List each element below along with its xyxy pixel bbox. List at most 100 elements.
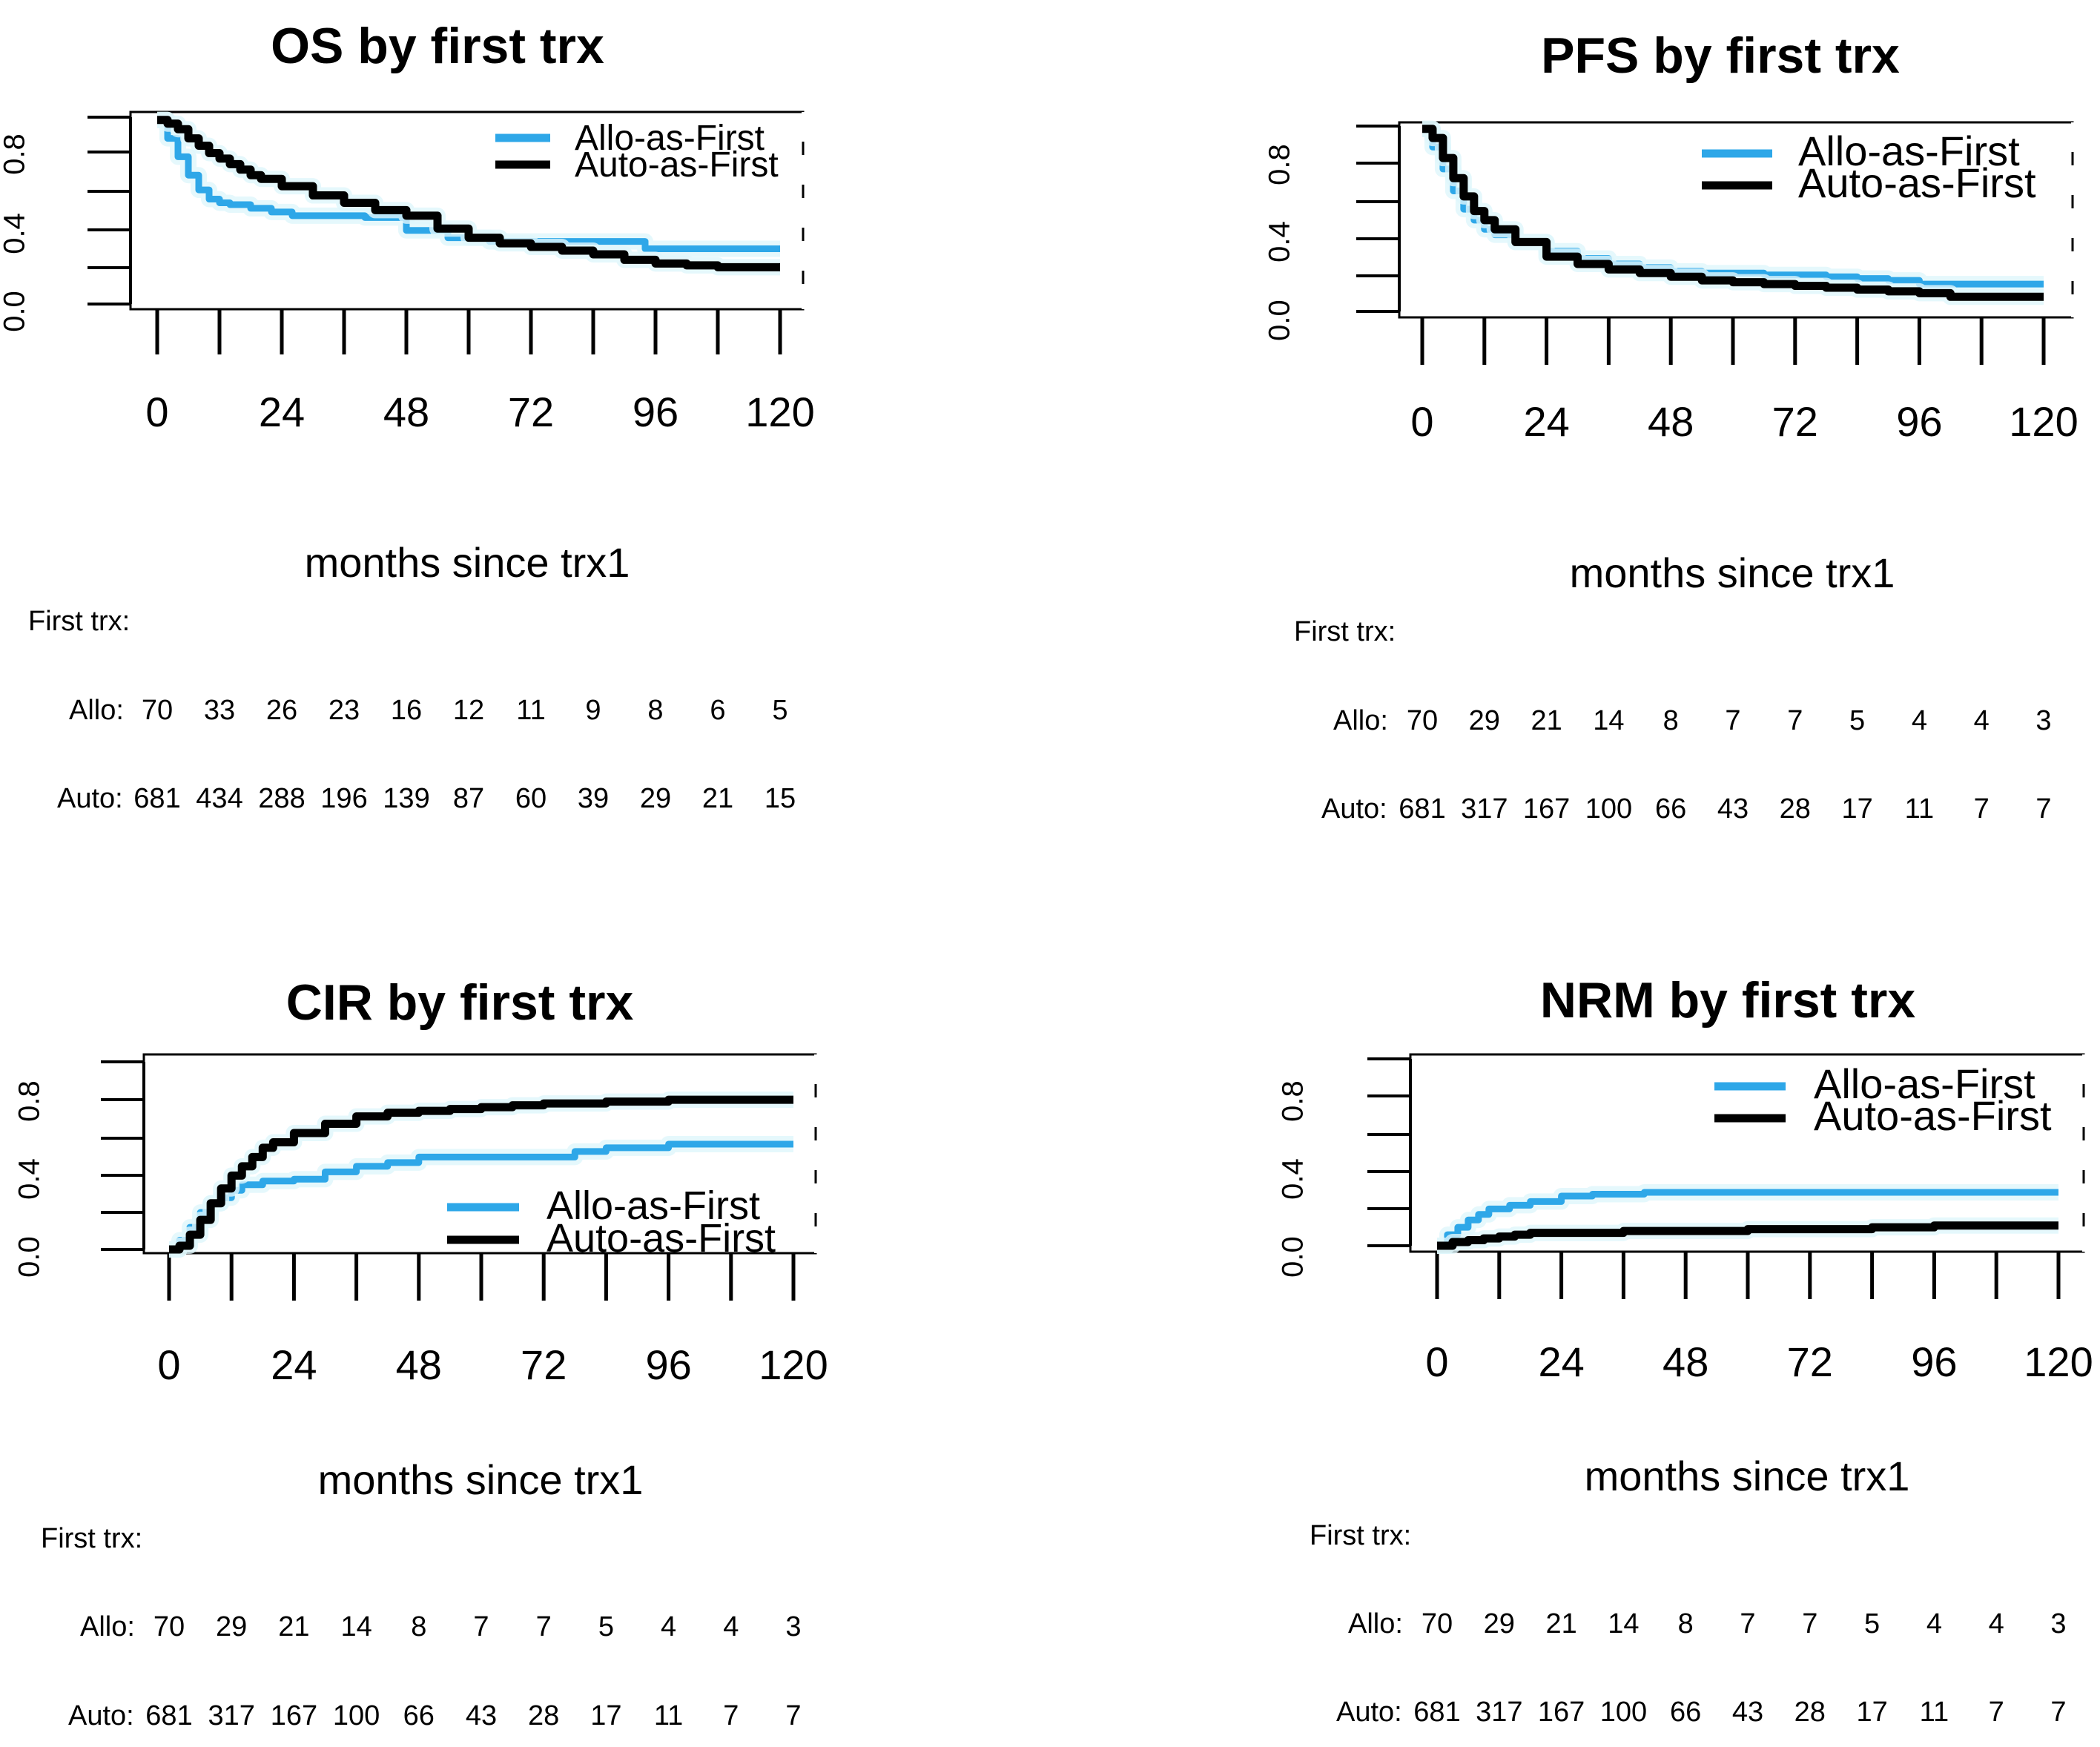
x-tick-label: 96 bbox=[1896, 398, 1942, 445]
risk-count: 434 bbox=[196, 783, 242, 814]
y-tick-label: 0.4 bbox=[0, 213, 31, 254]
risk-count: 4 bbox=[1989, 1608, 2004, 1639]
risk-count: 8 bbox=[411, 1611, 426, 1642]
x-tick-label: 48 bbox=[383, 389, 429, 435]
risk-count: 7 bbox=[1740, 1608, 1755, 1639]
x-tick-label: 24 bbox=[271, 1341, 317, 1388]
risk-count: 17 bbox=[1841, 793, 1872, 825]
risk-count: 4 bbox=[1912, 705, 1927, 736]
y-tick-label: 0.8 bbox=[0, 133, 31, 175]
risk-count: 60 bbox=[515, 783, 547, 814]
risk-count: 5 bbox=[598, 1611, 614, 1642]
risk-count: 7 bbox=[1974, 793, 1990, 825]
risk-count: 8 bbox=[1678, 1608, 1694, 1639]
legend-label: Allo-as-First bbox=[1798, 128, 2020, 174]
risk-row-label: Auto: bbox=[1321, 793, 1387, 825]
risk-count: 4 bbox=[1926, 1608, 1942, 1639]
risk-count: 288 bbox=[258, 783, 305, 814]
risk-count: 7 bbox=[785, 1700, 801, 1731]
risk-count: 196 bbox=[320, 783, 367, 814]
risk-count: 5 bbox=[772, 695, 788, 726]
risk-count: 23 bbox=[328, 695, 360, 726]
risk-count: 21 bbox=[278, 1611, 309, 1642]
chart-title: CIR by first trx bbox=[286, 974, 634, 1031]
y-tick-label: 0.0 bbox=[13, 1236, 46, 1278]
risk-count: 66 bbox=[1670, 1697, 1701, 1728]
risk-count: 7 bbox=[473, 1611, 489, 1642]
risk-count: 66 bbox=[403, 1700, 435, 1731]
series-line-auto bbox=[157, 116, 780, 271]
series-line-auto bbox=[1422, 125, 2044, 301]
risk-count: 11 bbox=[516, 695, 545, 726]
risk-count: 139 bbox=[383, 783, 429, 814]
risk-count: 681 bbox=[1413, 1697, 1460, 1728]
y-tick-label: 0.4 bbox=[13, 1158, 46, 1200]
risk-count: 15 bbox=[765, 783, 796, 814]
x-tick-label: 72 bbox=[1787, 1338, 1833, 1385]
x-tick-label: 96 bbox=[633, 389, 678, 435]
x-tick-label: 24 bbox=[1538, 1338, 1584, 1385]
risk-count: 681 bbox=[1399, 793, 1445, 825]
x-axis-label: months since trx1 bbox=[1585, 1453, 1910, 1499]
x-tick-label: 120 bbox=[2009, 398, 2078, 445]
risk-count: 28 bbox=[528, 1700, 559, 1731]
risk-count: 4 bbox=[661, 1611, 676, 1642]
risk-count: 4 bbox=[723, 1611, 739, 1642]
legend-label: Auto-as-First bbox=[575, 145, 779, 185]
risk-count: 100 bbox=[1600, 1697, 1647, 1728]
legend-label: Auto-as-First bbox=[1814, 1092, 2052, 1139]
series-line-auto bbox=[1437, 1221, 2058, 1250]
risk-count: 43 bbox=[466, 1700, 497, 1731]
risk-count: 29 bbox=[1484, 1608, 1515, 1639]
x-tick-label: 48 bbox=[1662, 1338, 1708, 1385]
risk-row-label: Auto: bbox=[1336, 1697, 1402, 1728]
x-tick-label: 0 bbox=[157, 1341, 180, 1388]
risk-count: 317 bbox=[1476, 1697, 1522, 1728]
risk-count: 8 bbox=[1663, 705, 1679, 736]
series-line-auto bbox=[169, 1095, 793, 1254]
risk-count: 28 bbox=[1780, 793, 1811, 825]
risk-count: 100 bbox=[1585, 793, 1632, 825]
x-tick-label: 96 bbox=[645, 1341, 691, 1388]
x-axis-label: months since trx1 bbox=[1570, 549, 1895, 596]
risk-count: 17 bbox=[590, 1700, 621, 1731]
risk-count: 14 bbox=[1608, 1608, 1639, 1639]
legend-label: Auto-as-First bbox=[547, 1216, 776, 1261]
risk-table-header: First trx: bbox=[41, 1523, 142, 1554]
risk-count: 11 bbox=[654, 1700, 683, 1731]
risk-count: 16 bbox=[391, 695, 422, 726]
y-tick-label: 0.8 bbox=[13, 1080, 46, 1122]
risk-count: 6 bbox=[710, 695, 725, 726]
risk-count: 5 bbox=[1849, 705, 1865, 736]
risk-count: 21 bbox=[702, 783, 733, 814]
risk-count: 7 bbox=[723, 1700, 739, 1731]
x-tick-label: 0 bbox=[1425, 1338, 1448, 1385]
x-tick-label: 24 bbox=[259, 389, 305, 435]
risk-count: 70 bbox=[1407, 705, 1438, 736]
x-tick-label: 72 bbox=[508, 389, 554, 435]
risk-count: 12 bbox=[453, 695, 484, 726]
risk-count: 100 bbox=[333, 1700, 380, 1731]
risk-table-header: First trx: bbox=[1310, 1520, 1411, 1551]
x-tick-label: 120 bbox=[2024, 1338, 2093, 1385]
risk-count: 5 bbox=[1864, 1608, 1880, 1639]
y-tick-label: 0.0 bbox=[1264, 300, 1296, 341]
risk-count: 87 bbox=[453, 783, 484, 814]
x-tick-label: 48 bbox=[1648, 398, 1694, 445]
x-tick-label: 120 bbox=[745, 389, 814, 435]
risk-count: 7 bbox=[1787, 705, 1803, 736]
risk-count: 3 bbox=[2035, 705, 2051, 736]
x-axis-label: months since trx1 bbox=[305, 539, 630, 586]
y-tick-label: 0.0 bbox=[0, 291, 31, 332]
y-tick-label: 0.8 bbox=[1264, 144, 1296, 185]
risk-count: 167 bbox=[271, 1700, 317, 1731]
legend-label: Auto-as-First bbox=[1798, 159, 2036, 206]
y-tick-label: 0.0 bbox=[1277, 1236, 1310, 1278]
risk-count: 7 bbox=[1802, 1608, 1817, 1639]
risk-table-header: First trx: bbox=[1294, 616, 1396, 647]
risk-count: 7 bbox=[1989, 1697, 2004, 1728]
